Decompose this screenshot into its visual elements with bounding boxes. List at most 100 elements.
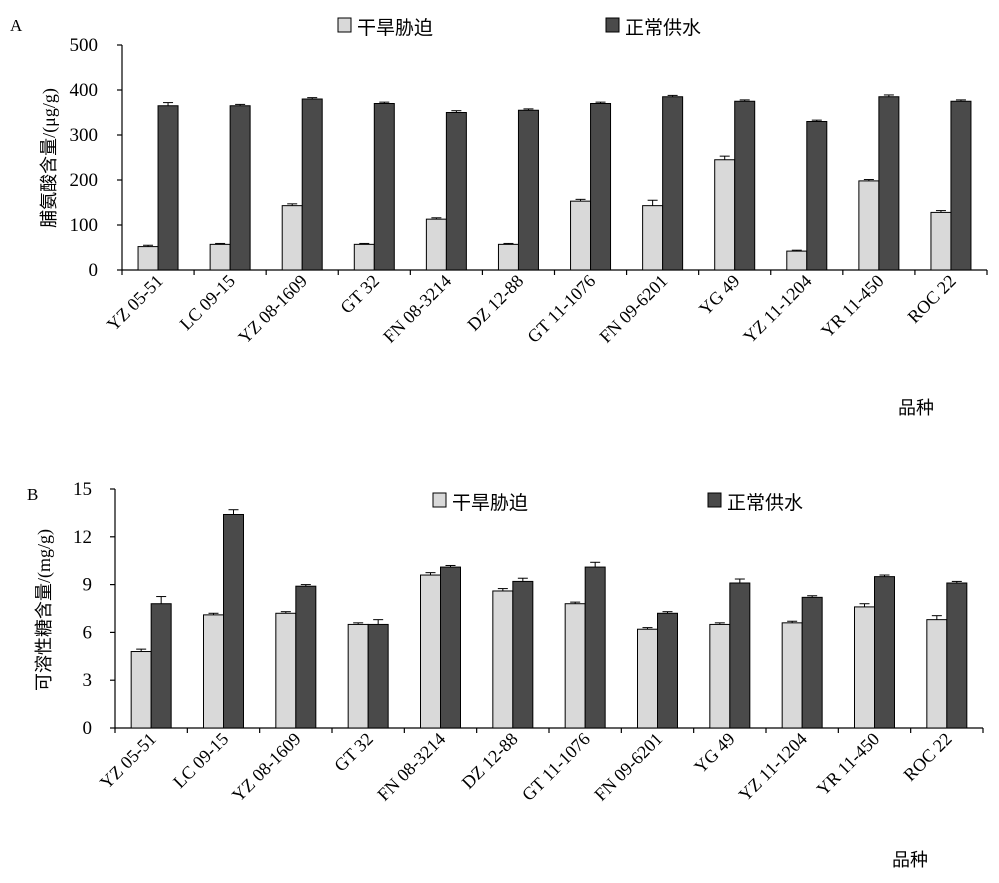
- category-label: DZ 12-88: [463, 271, 527, 335]
- category-label: ROC 22: [899, 729, 955, 785]
- bar-gt-32-s0: [347, 623, 369, 729]
- category-label: YZ 11-1204: [735, 729, 811, 805]
- bar-yg-49-s0: [714, 159, 736, 271]
- y-axis-label: 可溶性糖含量/(mg/g): [34, 529, 55, 691]
- category-label: FN 09-6201: [590, 729, 666, 805]
- bar-gt-11-1076-s0: [564, 603, 586, 729]
- category-label: YZ 08-1609: [234, 271, 311, 348]
- bar-yg-49-s1: [729, 582, 751, 729]
- category-label: YR 11-450: [813, 729, 884, 800]
- bar-yz-11-1204-s1: [806, 121, 828, 271]
- category-label: YR 11-450: [817, 271, 888, 342]
- category-label: GT 11-1076: [518, 729, 594, 805]
- legend-label-s1: 正常供水: [727, 492, 803, 514]
- bar-roc-22-s0: [930, 211, 952, 271]
- category-label: YG 49: [690, 729, 738, 777]
- panel-letter: B: [27, 485, 38, 504]
- bar-yr-11-450-s1: [878, 96, 900, 271]
- y-tick-label: 500: [70, 35, 99, 56]
- y-tick-label: 400: [70, 80, 99, 101]
- bar-roc-22-s1: [950, 100, 972, 271]
- y-tick-label: 200: [70, 170, 99, 191]
- bar-roc-22-s0: [926, 619, 948, 729]
- category-label: LC 09-15: [169, 729, 232, 792]
- legend-swatch-s1: [707, 492, 722, 508]
- bar-yz-08-1609-s1: [301, 98, 323, 271]
- legend-label-s0: 干旱胁迫: [357, 17, 433, 39]
- bar-yz-11-1204-s1: [801, 596, 823, 729]
- y-tick-label: 300: [70, 125, 99, 146]
- category-label: YZ 05-51: [103, 271, 167, 335]
- bar-yr-11-450-s0: [858, 180, 880, 271]
- bar-yr-11-450-s1: [874, 576, 895, 729]
- bar-dz-12-88-s1: [512, 580, 534, 729]
- bar-fn-09-6201-s1: [662, 96, 684, 271]
- bar-fn-08-3214-s0: [420, 574, 441, 729]
- bar-yz-08-1609-s0: [281, 205, 303, 271]
- bar-dz-12-88-s0: [492, 590, 514, 729]
- category-label: FN 09-6201: [595, 271, 671, 347]
- bar-gt-32-s1: [373, 103, 395, 271]
- bar-fn-08-3214-s1: [445, 112, 467, 271]
- category-label: GT 11-1076: [523, 271, 599, 347]
- y-tick-label: 100: [70, 215, 99, 236]
- category-label: LC 09-15: [176, 271, 239, 334]
- bar-roc-22-s1: [946, 582, 968, 729]
- bar-lc-09-15-s1: [229, 105, 251, 271]
- bar-gt-11-1076-s0: [570, 200, 592, 271]
- legend-label-s1: 正常供水: [625, 17, 701, 39]
- legend-swatch-s0: [432, 492, 447, 508]
- bar-yz-08-1609-s1: [295, 585, 317, 729]
- category-label: GT 32: [336, 271, 383, 318]
- y-tick-label: 9: [83, 575, 93, 596]
- category-label: YZ 05-51: [96, 729, 160, 793]
- bar-gt-32-s0: [353, 243, 375, 271]
- bar-dz-12-88-s0: [497, 243, 519, 271]
- bar-lc-09-15-s0: [203, 614, 224, 729]
- legend-label-s0: 干旱胁迫: [452, 492, 528, 514]
- y-tick-label: 15: [73, 479, 92, 500]
- bar-gt-11-1076-s1: [584, 566, 606, 729]
- y-tick-label: 0: [89, 260, 99, 281]
- bar-yz-05-51-s1: [150, 603, 172, 729]
- bar-yz-11-1204-s0: [786, 250, 808, 271]
- y-tick-label: 0: [83, 718, 93, 739]
- bar-fn-09-6201-s0: [637, 628, 658, 729]
- x-axis-label: 品种: [892, 850, 928, 870]
- bar-dz-12-88-s1: [517, 109, 539, 271]
- bar-yz-05-51-s1: [157, 105, 179, 271]
- category-label: FN 08-3214: [373, 729, 449, 805]
- bar-yz-11-1204-s0: [781, 622, 803, 729]
- bar-yz-05-51-s0: [130, 651, 152, 729]
- bar-lc-09-15-s0: [209, 243, 231, 271]
- bar-lc-09-15-s1: [223, 513, 244, 729]
- category-label: DZ 12-88: [458, 729, 522, 793]
- y-tick-label: 3: [83, 670, 93, 691]
- panel-letter: A: [10, 16, 23, 35]
- x-axis-label: 品种: [898, 398, 934, 418]
- bar-fn-09-6201-s0: [642, 205, 664, 271]
- bar-fn-08-3214-s0: [425, 218, 447, 271]
- y-tick-label: 6: [83, 622, 93, 643]
- category-label: YG 49: [695, 271, 743, 319]
- bar-gt-32-s1: [367, 623, 389, 729]
- bar-fn-08-3214-s1: [440, 566, 461, 729]
- bar-yg-49-s1: [734, 100, 756, 271]
- category-label: FN 08-3214: [379, 271, 455, 347]
- legend-swatch-s1: [605, 17, 620, 33]
- category-label: YZ 11-1204: [739, 271, 815, 347]
- category-label: YZ 08-1609: [228, 729, 305, 806]
- category-label: GT 32: [330, 729, 377, 776]
- bar-fn-09-6201-s1: [657, 612, 678, 729]
- legend-swatch-s0: [337, 17, 352, 33]
- bar-gt-11-1076-s1: [590, 103, 612, 271]
- category-label: ROC 22: [904, 271, 960, 327]
- y-axis-label: 脯氨酸含量/(μg/g): [39, 88, 60, 228]
- bar-yz-08-1609-s0: [275, 612, 297, 729]
- y-tick-label: 12: [73, 527, 92, 548]
- bar-yg-49-s0: [709, 623, 731, 729]
- bar-yr-11-450-s0: [854, 606, 875, 729]
